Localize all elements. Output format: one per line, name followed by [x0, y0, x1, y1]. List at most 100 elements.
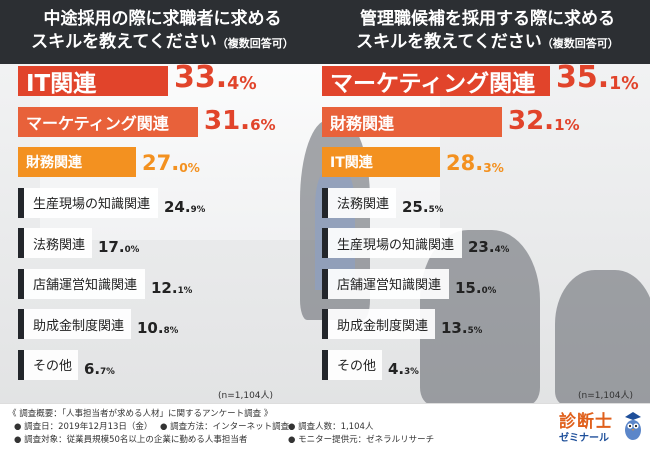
left-bar-label: マーケティング関連 — [18, 106, 198, 137]
right-bar-value: 4. 3% — [388, 350, 419, 380]
right-bar-value-int: 25. — [402, 197, 429, 216]
right-bar-label: 店舗運営知識関連 — [322, 268, 449, 299]
left-title-line2-text: スキルを教えてください — [31, 32, 217, 52]
right-bar-value: 25. 5% — [402, 188, 443, 218]
left-bar-item: 法務関連 17. 0% — [18, 228, 318, 258]
left-title-line1: 中途採用の際に求職者に求める — [43, 9, 282, 29]
left-bar-value-dec: 4% — [227, 73, 257, 94]
right-bar-item: 財務関連 32. 1% — [322, 106, 622, 137]
right-bar-value-dec: 5% — [467, 326, 483, 337]
right-bar-value-dec: 3% — [404, 366, 419, 377]
left-bar-label: IT関連 — [18, 66, 168, 97]
audience-figure-left — [420, 230, 540, 405]
right-bar-value-dec: 0% — [481, 285, 497, 296]
left-bar-value: 24. 9% — [164, 188, 205, 218]
left-bar-value-int: 31. — [204, 105, 251, 136]
right-title-line1: 管理職候補を採用する際に求める — [360, 9, 615, 29]
right-bar-value: 35. 1% — [556, 60, 639, 96]
right-bar-item: IT関連 28. 3% — [322, 147, 622, 177]
right-bar-value-int: 28. — [446, 151, 484, 175]
right-bar-item: その他 4. 3% — [322, 349, 622, 380]
right-sample-note: (n=1,104人) — [578, 391, 634, 401]
right-title-sub: （複数回答可） — [541, 37, 619, 50]
right-title-line2-text: スキルを教えてください — [356, 32, 542, 52]
right-bar-label: IT関連 — [322, 147, 440, 177]
left-bar-label: 生産現場の知識関連 — [18, 187, 158, 218]
footer-survey-method: ● 調査方法：インターネット調査 — [160, 422, 290, 432]
left-bar-label: 店舗運営知識関連 — [18, 268, 145, 299]
left-bar-value-int: 10. — [137, 319, 164, 337]
header-band — [0, 0, 650, 64]
left-bar-value-int: 12. — [151, 278, 178, 297]
left-bar-value-dec: 1% — [177, 285, 193, 296]
right-bar-item: 法務関連 25. 5% — [322, 187, 622, 218]
footer-survey-count: ● 調査人数：1,104人 — [288, 422, 374, 432]
footer: 《 調査概要：「人事担当者が求める人材」に関するアンケート調査 》 ● 調査日：… — [0, 403, 650, 450]
left-bar-value-dec: 9% — [190, 204, 206, 215]
footer-survey-date: ● 調査日：2019年12月13日（金） — [14, 422, 153, 432]
left-bar-value-int: 33. — [174, 60, 228, 95]
right-bar-value-int: 15. — [455, 278, 482, 297]
right-bar-label: その他 — [322, 349, 382, 380]
right-bar-value-int: 23. — [468, 238, 495, 256]
left-bar-value-dec: 6% — [250, 116, 276, 135]
left-bar-value-dec: 0% — [179, 160, 200, 175]
footer-survey-title: 《 調査概要：「人事担当者が求める人材」に関するアンケート調査 》 — [8, 409, 273, 419]
left-bar-value: 6. 7% — [84, 350, 115, 380]
logo-line1: 診断士 — [559, 412, 613, 432]
left-bar-item: 生産現場の知識関連 24. 9% — [18, 187, 318, 218]
left-bar-item: マーケティング関連 31. 6% — [18, 106, 318, 137]
brand-logo: 診断士 ゼミナール — [557, 405, 645, 447]
owl-mascot-icon — [625, 412, 641, 440]
left-bar-item: 助成金制度関連 10. 8% — [18, 309, 318, 339]
right-bar-value-int: 35. — [556, 60, 610, 95]
right-chart-title: 管理職候補を採用する際に求める スキルを教えてください（複数回答可） — [325, 8, 650, 55]
right-bar-label: 法務関連 — [322, 187, 396, 218]
left-bar-item: その他 6. 7% — [18, 349, 318, 380]
left-bar-value-dec: 0% — [124, 245, 140, 256]
left-title-sub: （複数回答可） — [216, 37, 294, 50]
right-bar-value: 13. 5% — [441, 309, 482, 339]
left-bar-label: 法務関連 — [18, 228, 92, 258]
right-bar-value-int: 13. — [441, 319, 468, 337]
right-bar-label: 生産現場の知識関連 — [322, 228, 462, 258]
right-bar-label: マーケティング関連 — [322, 66, 550, 97]
right-bar-value-int: 4. — [388, 359, 405, 378]
right-bar-value-dec: 4% — [494, 245, 510, 256]
right-bar-value-int: 32. — [508, 105, 555, 136]
right-bar-item: 生産現場の知識関連 23. 4% — [322, 228, 622, 258]
left-bar-value: 17. 0% — [98, 228, 139, 258]
right-bar-value-dec: 3% — [483, 160, 504, 175]
left-bar-value-dec: 8% — [163, 326, 179, 337]
right-bar-value-dec: 1% — [554, 116, 580, 135]
left-chart-title: 中途採用の際に求職者に求める スキルを教えてください（複数回答可） — [0, 8, 325, 55]
left-sample-note: (n=1,104人) — [218, 391, 274, 401]
left-bar-value: 10. 8% — [137, 309, 178, 339]
footer-survey-target: ● 調査対象：従業員規模50名以上の企業に勤める人事担当者 — [14, 435, 248, 445]
left-bar-value-int: 17. — [98, 238, 125, 256]
right-bar-value: 23. 4% — [468, 228, 509, 258]
left-bar-label: その他 — [18, 349, 78, 380]
right-bar-label: 財務関連 — [322, 106, 502, 137]
left-bar-item: 財務関連 27. 0% — [18, 147, 318, 177]
left-bar-value: 31. 6% — [204, 107, 276, 137]
left-bar-item: IT関連 33. 4% — [18, 60, 318, 97]
right-title-line2: スキルを教えてください（複数回答可） — [325, 31, 650, 55]
right-bar-value: 15. 0% — [455, 269, 496, 299]
logo-line2: ゼミナール — [559, 433, 609, 444]
right-bar-item: マーケティング関連 35. 1% — [322, 63, 639, 97]
right-bar-label: 助成金制度関連 — [322, 309, 435, 339]
right-bar-value-dec: 1% — [609, 73, 639, 94]
right-bar-value: 32. 1% — [508, 107, 580, 137]
right-bar-value: 28. 3% — [446, 147, 504, 177]
left-bar-value: 33. 4% — [174, 60, 257, 96]
left-title-line2: スキルを教えてください（複数回答可） — [0, 31, 325, 55]
left-bar-label: 財務関連 — [18, 147, 136, 177]
left-bar-value-dec: 7% — [100, 366, 115, 377]
left-bar-label: 助成金制度関連 — [18, 309, 131, 339]
left-bar-value-int: 27. — [142, 151, 180, 175]
left-bar-value: 27. 0% — [142, 147, 200, 177]
right-bar-item: 店舗運営知識関連 15. 0% — [322, 268, 622, 299]
left-bar-item: 店舗運営知識関連 12. 1% — [18, 268, 318, 299]
